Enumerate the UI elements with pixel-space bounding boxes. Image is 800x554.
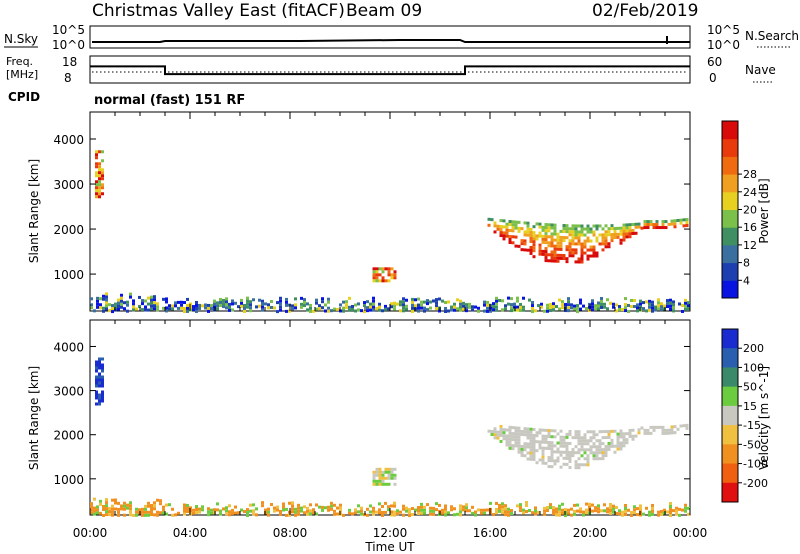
power-cbar-tick-label-6: 28 xyxy=(743,168,757,181)
velocity-cbar-tick-label-4: -15 xyxy=(743,419,761,432)
power-cbar-swatch-3 xyxy=(722,227,738,246)
velocity-cbar-swatch-3 xyxy=(722,386,738,407)
power-cbar-swatch-1 xyxy=(722,262,738,281)
velocity-echo-region-0 xyxy=(95,357,104,406)
power-ytick-label-1: 2000 xyxy=(53,223,84,237)
power-ylabel: Slant Range [km] xyxy=(27,159,41,263)
x-tick-label-4: 16:00 xyxy=(473,526,508,540)
power-cbar-swatch-9 xyxy=(722,121,738,140)
power-panel: 1000 2000 3000 4000 Slant Range [km] 4 8 12 16… xyxy=(27,111,771,314)
power-cbar-tick-label-4: 20 xyxy=(743,204,757,217)
power-ytick-label-3: 4000 xyxy=(53,133,84,147)
velocity-colorbar: 200 100 50 15 -15 -50 -100 -200 xyxy=(721,328,768,503)
power-echo-region-1 xyxy=(372,267,397,283)
cpid-value: normal (fast) 151 RF xyxy=(94,93,245,108)
power-yaxis: 1000 2000 3000 4000 xyxy=(53,133,690,282)
power-cbar-swatch-6 xyxy=(722,174,738,193)
velocity-cbar-tick-label-1: 100 xyxy=(743,361,764,374)
velocity-cbar-label: Velocity [m s^-1] xyxy=(757,366,771,470)
velocity-cbar-tick-label-7: -200 xyxy=(743,477,768,490)
velocity-ylabel: Slant Range [km] xyxy=(27,366,41,470)
nsky-trace xyxy=(92,39,690,43)
x-tick-label-1: 04:00 xyxy=(173,526,208,540)
freq-trace xyxy=(90,65,690,76)
power-cbar-swatch-0 xyxy=(722,280,738,299)
nave-label: Nave xyxy=(745,63,776,77)
plot-title: Christmas Valley East (fitACF) xyxy=(92,1,345,21)
power-colorbar: 4 8 12 16 20 24 28 xyxy=(721,120,757,299)
power-cbar-tick-label-2: 12 xyxy=(743,239,757,252)
power-ytick-label-0: 1000 xyxy=(53,268,84,282)
power-echo-region-3 xyxy=(90,292,690,314)
velocity-ytick-label-3: 4000 xyxy=(53,340,84,354)
velocity-cbar-label-text: Velocity [m s^-1] xyxy=(757,366,771,470)
velocity-ytick-label-0: 1000 xyxy=(53,473,84,487)
freq-tick-bottom: 8 xyxy=(64,71,72,85)
velocity-ytick-label-1: 2000 xyxy=(53,429,84,443)
x-tick-label-3: 12:00 xyxy=(373,526,408,540)
velocity-cbar-swatch-7 xyxy=(722,463,738,484)
velocity-cbar-swatch-8 xyxy=(722,482,738,503)
date-label: 02/Feb/2019 xyxy=(592,1,698,21)
velocity-cbar-swatch-1 xyxy=(722,348,738,368)
power-ytick-label-2: 3000 xyxy=(53,178,84,192)
velocity-yaxis: 1000 2000 3000 4000 xyxy=(53,340,690,487)
velocity-cbar-swatch-0 xyxy=(722,329,738,349)
power-echo-region-2 xyxy=(487,217,689,264)
power-cbar-label: Power [dB] xyxy=(757,178,771,243)
velocity-ytick-label-2: 3000 xyxy=(53,385,84,399)
velocity-echo-region-2 xyxy=(487,423,689,470)
nsky-panel: N.Sky 10^5 10^0 10^5 10^0 N.Search xyxy=(4,23,799,52)
velocity-panel: 1000 2000 3000 4000 Slant Range [km] 200 100… xyxy=(27,319,771,518)
power-echo-region-0 xyxy=(95,150,104,199)
cpid-label: CPID xyxy=(8,90,40,104)
power-cbar-swatch-4 xyxy=(722,209,738,228)
x-tick-label-2: 08:00 xyxy=(273,526,308,540)
power-xaxis xyxy=(89,112,691,311)
power-cbar-swatch-8 xyxy=(722,138,738,157)
nsearch-tick-bottom: 10^0 xyxy=(707,38,740,52)
velocity-cbar-tick-label-3: 15 xyxy=(743,400,757,413)
power-echoes xyxy=(90,150,690,314)
nave-tick-top: 60 xyxy=(707,55,722,69)
x-tick-label-5: 20:00 xyxy=(573,526,608,540)
velocity-xaxis xyxy=(89,320,691,515)
beam-label: Beam 09 xyxy=(346,1,422,21)
x-axis-label: Time UT xyxy=(364,540,415,554)
x-tick-label-6: 00:00 xyxy=(673,526,708,540)
velocity-cbar-swatch-2 xyxy=(722,367,738,388)
nsky-label: N.Sky xyxy=(4,32,38,46)
freq-label-1: Freq. xyxy=(6,55,33,68)
power-cbar-tick-label-0: 4 xyxy=(743,274,750,287)
freq-label-2: [MHz] xyxy=(6,68,38,81)
nave-tick-bottom: 0 xyxy=(709,71,717,85)
power-cbar-swatch-2 xyxy=(722,244,738,264)
nsky-tick-top: 10^5 xyxy=(52,23,85,37)
velocity-cbar-tick-label-6: -100 xyxy=(743,458,768,471)
freq-panel: Freq. [MHz] 18 8 60 0 Nave CPID normal (… xyxy=(6,55,776,108)
nsearch-tick-top: 10^5 xyxy=(707,23,740,37)
velocity-cbar-tick-label-2: 50 xyxy=(743,381,757,394)
velocity-cbar-tick-label-5: -50 xyxy=(743,438,761,451)
x-tick-label-0: 00:00 xyxy=(73,526,108,540)
velocity-cbar-swatch-6 xyxy=(722,444,738,465)
power-cbar-tick-label-1: 8 xyxy=(743,257,750,270)
power-cbar-tick-label-5: 24 xyxy=(743,186,757,199)
velocity-cbar-tick-label-0: 200 xyxy=(743,342,764,355)
power-cbar-swatch-5 xyxy=(722,191,738,210)
velocity-cbar-frame xyxy=(721,328,739,503)
velocity-echo-region-1 xyxy=(372,467,397,486)
freq-tick-top: 18 xyxy=(62,55,77,69)
velocity-cbar-swatch-5 xyxy=(722,425,738,445)
power-cbar-swatch-7 xyxy=(722,156,738,175)
nsky-tick-bottom: 10^0 xyxy=(52,38,85,52)
velocity-cbar-swatch-4 xyxy=(722,405,738,426)
nsearch-label: N.Search xyxy=(745,29,799,43)
power-cbar-tick-label-3: 16 xyxy=(743,221,757,234)
x-tick-labels: 00:00 04:00 08:00 12:00 16:00 20:00 00:00 xyxy=(73,526,708,540)
